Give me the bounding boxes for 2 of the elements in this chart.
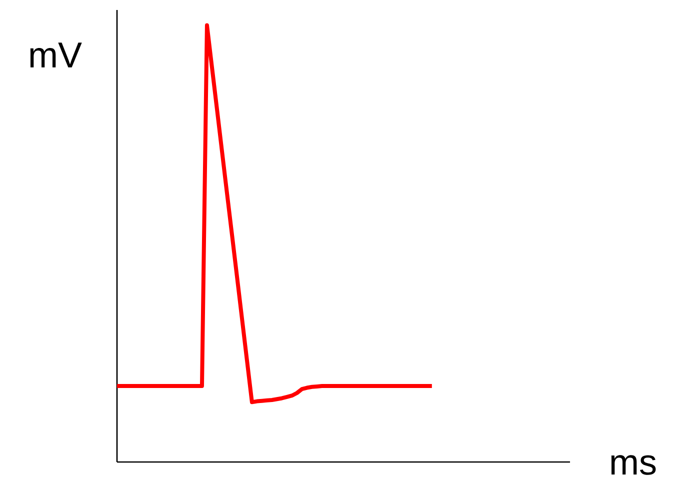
y-axis-title: mV [30, 42, 82, 68]
x-axis-title: ms [611, 455, 656, 475]
